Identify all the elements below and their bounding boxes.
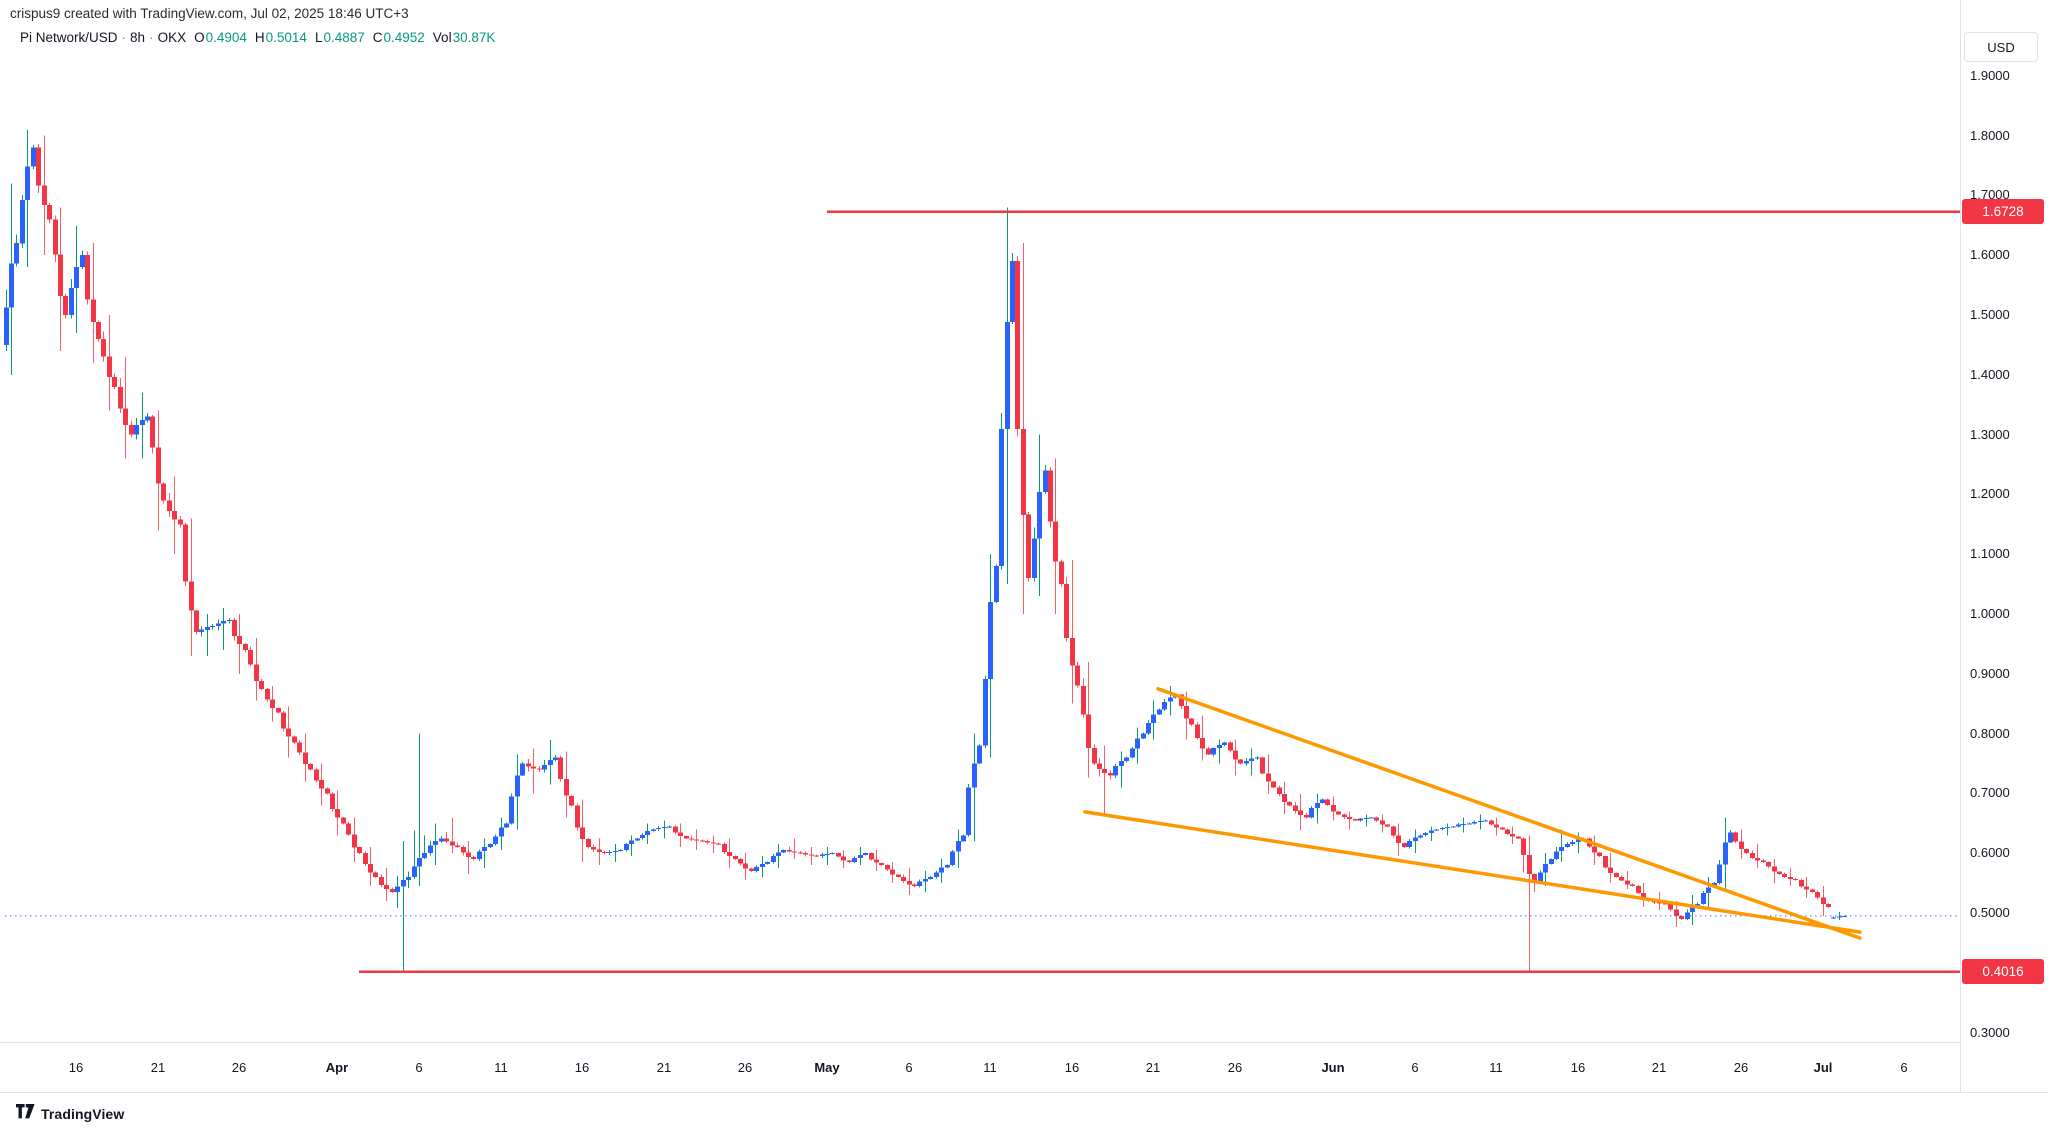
price-tick-label: 0.9000 bbox=[1970, 665, 2010, 681]
price-tick-label: 0.6000 bbox=[1970, 845, 2010, 861]
price-tick-label: 0.5000 bbox=[1970, 905, 2010, 920]
exchange-label[interactable]: OKX bbox=[157, 30, 187, 45]
time-axis-day-label: 11 bbox=[1489, 1060, 1503, 1075]
time-axis-day-label: 6 bbox=[415, 1060, 423, 1075]
time-axis-day-label: 6 bbox=[1900, 1060, 1908, 1075]
price-tick-label: 1.5000 bbox=[1970, 307, 2010, 322]
time-axis-day-label: 21 bbox=[656, 1060, 672, 1075]
time-axis-day-label: 21 bbox=[1651, 1060, 1667, 1075]
price-tick-label: 1.4000 bbox=[1970, 366, 2010, 382]
time-axis-day-label: 26 bbox=[231, 1060, 247, 1075]
price-tick-label: 1.7000 bbox=[1970, 187, 2010, 203]
symbol-legend[interactable]: Pi Network/USD · 8h · OKX O0.4904 H0.5014 L0.48… bbox=[20, 30, 495, 45]
time-axis-day-label: 16 bbox=[1570, 1060, 1586, 1075]
interval-label[interactable]: 8h bbox=[130, 30, 146, 45]
time-axis-day-label: 16 bbox=[1064, 1060, 1080, 1075]
price-tick-label: 1.6000 bbox=[1970, 247, 2010, 263]
level-price-label: 0.4016 bbox=[1962, 959, 2044, 985]
ohlc-key: L bbox=[314, 30, 323, 45]
time-axis-day-label: 6 bbox=[905, 1060, 913, 1075]
time-axis-day-label: 16 bbox=[68, 1060, 84, 1075]
ohlc-key: Vol bbox=[432, 30, 452, 45]
price-tick-label: 1.2000 bbox=[1970, 486, 2010, 502]
symbol-name[interactable]: Pi Network/USD bbox=[20, 30, 118, 45]
price-tick-label: 1.0000 bbox=[1970, 606, 2010, 621]
tradingview-logo-text[interactable]: TradingView bbox=[41, 1106, 125, 1122]
price-tick-label: 1.9000 bbox=[1970, 67, 2010, 83]
tradingview-logo-icon bbox=[16, 1104, 35, 1124]
ohlc-value: 0.4887 bbox=[323, 30, 365, 45]
time-axis-day-label: 6 bbox=[1411, 1060, 1419, 1075]
time-axis-day-label: 26 bbox=[1227, 1060, 1243, 1075]
currency-badge: USD bbox=[1964, 32, 2038, 62]
time-axis-month-label: Apr bbox=[325, 1060, 349, 1075]
price-tick-label: 0.3000 bbox=[1970, 1024, 2010, 1040]
time-axis-day-label: 21 bbox=[1145, 1060, 1161, 1075]
price-tick-label: 1.8000 bbox=[1970, 127, 2010, 143]
ohlc-value: 30.87K bbox=[452, 30, 496, 45]
price-axis[interactable]: USD 1.9000 1.8000 1.7000 1.6000 1.5000 1.4000… bbox=[1960, 0, 2048, 1092]
time-axis-day-label: 11 bbox=[494, 1060, 508, 1075]
legend-separator-2: · bbox=[149, 30, 154, 45]
time-axis-day-label: 16 bbox=[574, 1060, 590, 1075]
price-tick-label: 1.1000 bbox=[1970, 546, 2010, 562]
legend-separator-1: · bbox=[121, 30, 127, 45]
creator-watermark: crispus9 created with TradingView.com, J… bbox=[10, 6, 409, 21]
time-axis-month-label: Jun bbox=[1321, 1060, 1345, 1075]
level-price-label: 1.6728 bbox=[1962, 199, 2044, 225]
time-axis-month-label: Jul bbox=[1813, 1060, 1833, 1075]
ohlc-value: 0.5014 bbox=[265, 30, 307, 45]
time-axis[interactable]: 16 21 26 Apr 6 11 16 21 26 May 6 11 16 21 26 Jun 6 11 16 21… bbox=[0, 1042, 1960, 1093]
ohlc-key: C bbox=[372, 30, 383, 45]
ohlc-value: 0.4904 bbox=[205, 30, 247, 45]
time-axis-day-label: 26 bbox=[1733, 1060, 1749, 1075]
price-tick-label: 0.8000 bbox=[1970, 725, 2010, 741]
time-axis-day-label: 21 bbox=[150, 1060, 166, 1075]
tradingview-attribution[interactable]: TradingView bbox=[16, 1104, 124, 1124]
price-tick-label: 1.3000 bbox=[1970, 426, 2010, 442]
ohlc-values: O0.4904 H0.5014 L0.4887 C0.4952 Vol30.87K bbox=[186, 30, 495, 45]
time-axis-month-label: May bbox=[814, 1060, 840, 1075]
time-axis-day-label: 26 bbox=[737, 1060, 753, 1075]
ohlc-value: 0.4952 bbox=[383, 30, 425, 45]
ohlc-key: O bbox=[194, 30, 205, 45]
time-axis-day-label: 11 bbox=[983, 1060, 997, 1075]
widget-bottom-border bbox=[0, 1092, 2048, 1093]
price-tick-label: 0.7000 bbox=[1970, 785, 2010, 801]
ohlc-key: H bbox=[254, 30, 265, 45]
